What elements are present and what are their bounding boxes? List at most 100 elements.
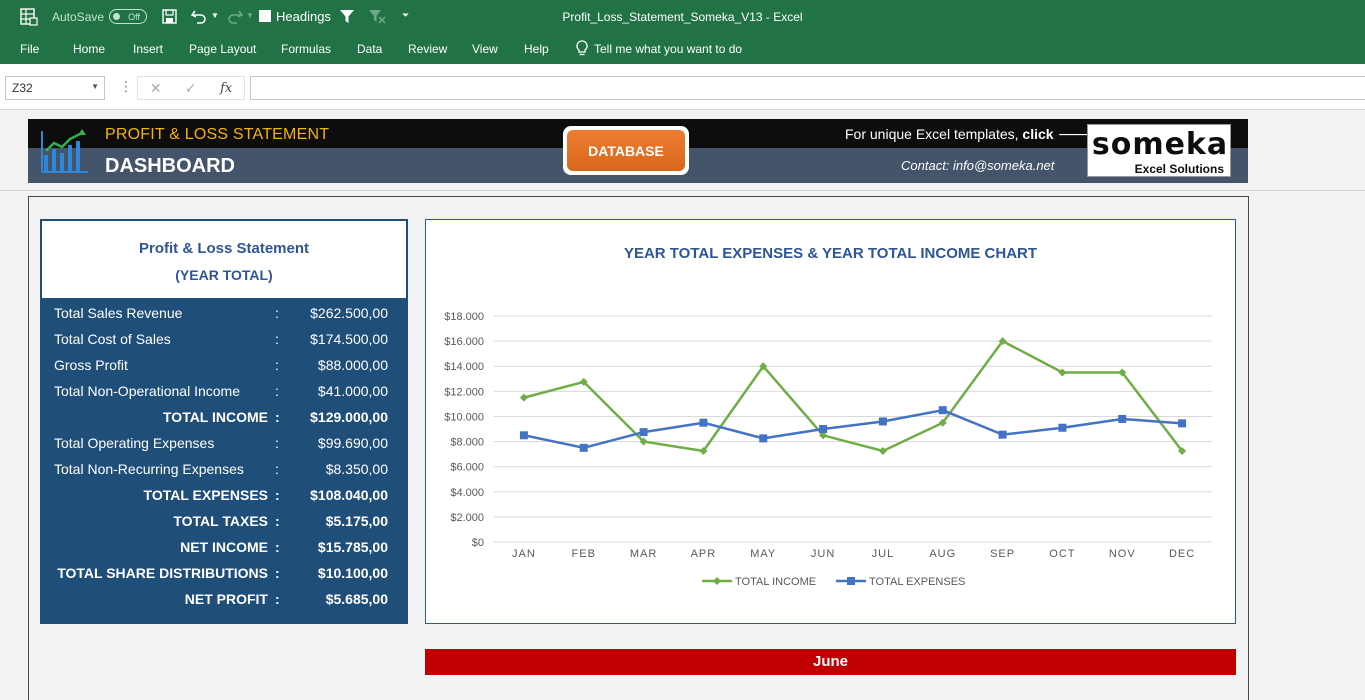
pl-row-label: Gross Profit	[54, 357, 128, 373]
selected-month-bar[interactable]: June	[425, 649, 1236, 675]
y-tick-label: $12.000	[444, 386, 484, 398]
formula-buttons: ✕ ✓ fx	[137, 76, 245, 100]
promo-link[interactable]: click	[1022, 126, 1054, 142]
headings-label: Headings	[276, 9, 331, 24]
tab-page-layout[interactable]: Page Layout	[189, 41, 257, 56]
tab-formulas[interactable]: Formulas	[281, 41, 332, 56]
someka-logo-sub: Excel Solutions	[1134, 162, 1224, 176]
lightbulb-icon	[576, 40, 588, 56]
pl-row-label: Total Non-Operational Income	[54, 383, 240, 399]
someka-logo-word: someka	[1091, 127, 1229, 162]
legend-marker	[713, 577, 721, 585]
title-bar: AutoSave Off ▼ ▼ Headings ⏷ Profit_Loss_…	[0, 0, 1365, 33]
tell-me-search[interactable]: Tell me what you want to do	[594, 41, 743, 56]
redo-icon[interactable]	[226, 8, 244, 24]
clear-filter-icon[interactable]	[368, 9, 386, 24]
headings-checkbox[interactable]	[259, 10, 271, 22]
pl-row: Total Non-Recurring Expenses: $8.350,00	[42, 456, 406, 482]
chevron-down-icon[interactable]: ▼	[91, 82, 99, 91]
tab-view[interactable]: View	[472, 41, 498, 56]
data-point	[1058, 423, 1067, 432]
pl-row-value: $129.000,00	[310, 409, 388, 425]
database-button-label: DATABASE	[567, 130, 685, 171]
data-point	[699, 418, 708, 427]
y-tick-label: $6.000	[450, 462, 484, 474]
formula-input[interactable]	[250, 76, 1365, 100]
series-line	[523, 339, 1184, 453]
pl-row: TOTAL INCOME: $129.000,00	[42, 404, 406, 430]
data-point	[1178, 419, 1187, 428]
tab-file[interactable]: File	[20, 41, 40, 56]
formula-bar: Z32 ▼ ⋮ ✕ ✓ fx	[0, 64, 1365, 110]
x-tick-label: NOV	[1109, 548, 1136, 560]
data-point	[878, 417, 887, 426]
save-icon[interactable]	[162, 9, 177, 24]
more-options-icon: ⋮	[119, 78, 133, 94]
x-tick-label: SEP	[990, 548, 1015, 560]
income-expenses-chart[interactable]: YEAR TOTAL EXPENSES & YEAR TOTAL INCOME …	[425, 219, 1236, 624]
pl-row: Total Operating Expenses: $99.690,00	[42, 430, 406, 456]
divider	[0, 190, 1365, 191]
undo-icon[interactable]	[190, 8, 208, 24]
pl-row-separator: :	[275, 357, 279, 373]
y-tick-label: $2.000	[450, 512, 484, 524]
pl-row-label: NET INCOME	[180, 539, 268, 555]
pl-row-value: $174.500,00	[310, 331, 388, 347]
y-tick-label: $10.000	[444, 411, 484, 423]
cancel-icon[interactable]: ✕	[149, 79, 162, 96]
name-box-value: Z32	[12, 81, 33, 95]
pl-row: NET PROFIT: $5.685,00	[42, 586, 406, 612]
tab-data[interactable]: Data	[357, 41, 383, 56]
x-tick-label: DEC	[1169, 548, 1195, 560]
pl-row-value: $99.690,00	[317, 435, 388, 451]
redo-dropdown-icon[interactable]: ▼	[246, 11, 254, 20]
pl-summary-card: Profit & Loss Statement (YEAR TOTAL) Tot…	[40, 219, 408, 624]
chart-logo-icon	[41, 129, 88, 173]
filter-icon[interactable]	[339, 9, 355, 24]
pl-row-value: $5.685,00	[325, 591, 388, 607]
contact-email[interactable]: Contact: info@someka.net	[901, 158, 1055, 173]
pl-row-label: NET PROFIT	[184, 591, 268, 607]
spreadsheet-icon	[20, 8, 38, 26]
pl-row-label: TOTAL INCOME	[163, 409, 268, 425]
tab-home[interactable]: Home	[73, 41, 106, 56]
data-point	[998, 337, 1007, 346]
tab-review[interactable]: Review	[408, 41, 448, 56]
tab-help[interactable]: Help	[524, 41, 549, 56]
data-point	[519, 431, 528, 440]
legend-marker	[847, 577, 855, 585]
arrow-right-icon: 🡒	[1057, 126, 1095, 142]
pl-row-separator: :	[275, 487, 280, 503]
data-point	[759, 362, 768, 371]
data-point	[639, 437, 648, 446]
pl-row-value: $41.000,00	[317, 383, 388, 399]
chart-title: YEAR TOTAL EXPENSES & YEAR TOTAL INCOME …	[623, 245, 1038, 262]
pl-row-separator: :	[275, 513, 280, 529]
customize-toolbar-icon[interactable]: ⏷	[402, 10, 410, 20]
header-subtitle: PROFIT & LOSS STATEMENT	[105, 126, 330, 143]
pl-row-separator: :	[275, 539, 280, 555]
insert-function-icon[interactable]: fx	[220, 80, 233, 96]
enter-icon[interactable]: ✓	[184, 79, 197, 96]
autosave-label: AutoSave	[52, 9, 105, 24]
pl-row-separator: :	[275, 591, 280, 607]
pl-row: Total Sales Revenue: $262.500,00	[42, 300, 406, 326]
x-tick-label: JUN	[811, 548, 835, 560]
undo-dropdown-icon[interactable]: ▼	[211, 11, 219, 20]
pl-row: NET INCOME: $15.785,00	[42, 534, 406, 560]
autosave-toggle[interactable]: Off	[109, 9, 147, 24]
promo-text: For unique Excel templates, click 🡒	[845, 126, 1095, 143]
someka-logo[interactable]: someka Excel Solutions	[1087, 124, 1231, 177]
data-point	[819, 425, 828, 433]
data-point	[938, 418, 947, 427]
chart-plot: $0 $2.000 $4.000 $6.000 $8.000 $10.000 $12.000…	[444, 311, 1212, 588]
pl-row-value: $88.000,00	[317, 357, 388, 373]
pl-row: TOTAL EXPENSES: $108.040,00	[42, 482, 406, 508]
data-point	[699, 446, 708, 455]
database-button[interactable]: DATABASE	[563, 126, 689, 175]
pl-row-value: $8.350,00	[325, 461, 388, 477]
name-box[interactable]: Z32 ▼	[5, 76, 105, 100]
tab-insert[interactable]: Insert	[133, 41, 164, 56]
data-point	[1118, 368, 1127, 377]
y-tick-label: $14.000	[444, 361, 484, 373]
